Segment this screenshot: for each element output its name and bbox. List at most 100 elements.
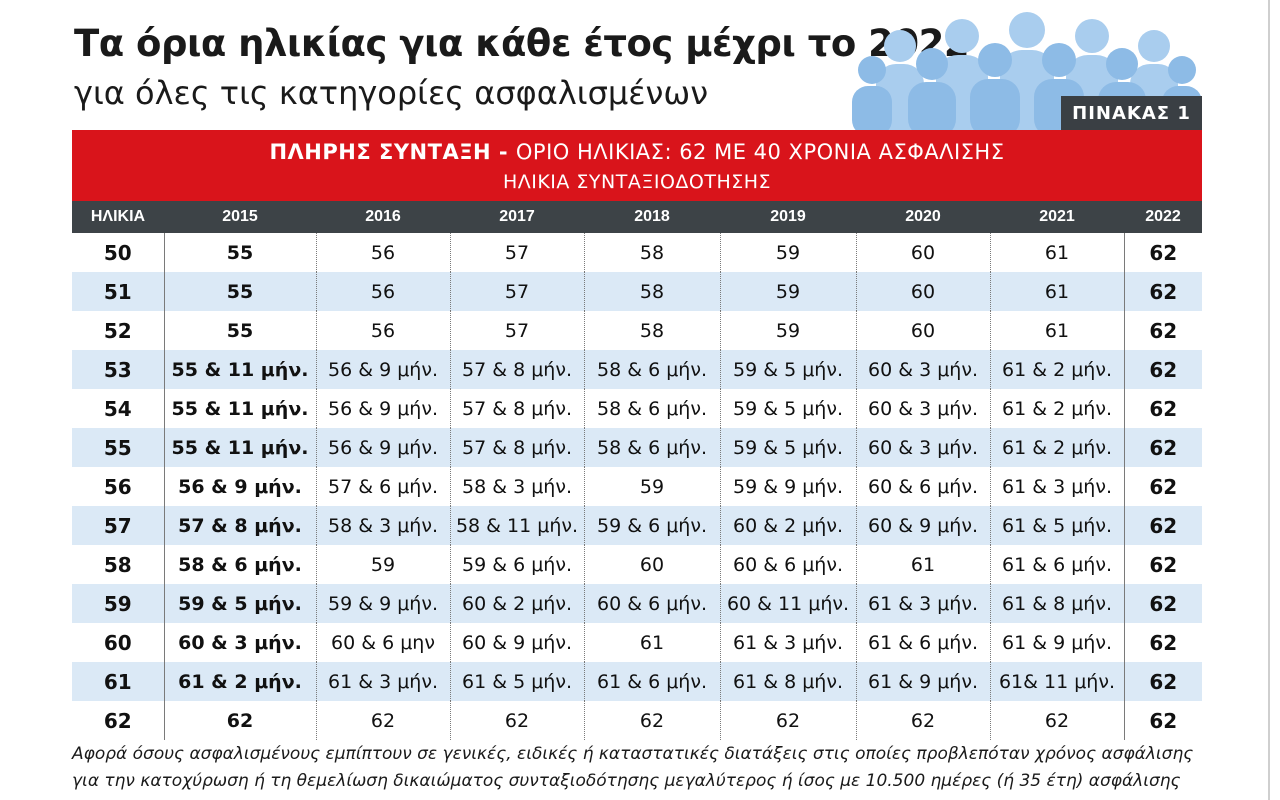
year-cell: 60 & 6 μήν. <box>856 467 991 506</box>
year-cell: 61 & 3 μήν. <box>316 662 451 701</box>
year-cell: 61 & 2 μήν. <box>990 350 1125 389</box>
year-cell: 59 & 5 μήν. <box>720 428 857 467</box>
header-year-2022: 2022 <box>1124 201 1202 233</box>
year-cell: 62 <box>1123 272 1202 311</box>
year-cell: 62 <box>1123 584 1202 623</box>
year-cell: 62 <box>1123 311 1202 350</box>
year-cell: 58 & 3 μήν. <box>450 467 585 506</box>
age-cell: 55 <box>72 428 164 467</box>
table-label: ΠΙΝΑΚΑΣ 1 <box>1061 96 1202 130</box>
header-year-2020: 2020 <box>856 201 990 233</box>
page-subtitle: για όλες τις κατηγορίες ασφαλισμένων <box>74 74 709 112</box>
year-cell: 62 <box>584 701 721 740</box>
year-cell: 57 & 8 μήν. <box>450 350 585 389</box>
year-cell: 58 & 6 μήν. <box>163 545 317 584</box>
year-cell: 58 <box>584 272 721 311</box>
table-row: 60 60 & 3 μήν. 60 & 6 μην 60 & 9 μήν. 61 61 &… <box>72 623 1202 662</box>
year-cell: 61 & 3 μήν. <box>856 584 991 623</box>
table-row: 52 55 56 57 58 59 60 61 62 <box>72 311 1202 350</box>
year-cell: 60 & 11 μήν. <box>720 584 857 623</box>
table-row: 59 59 & 5 μήν. 59 & 9 μήν. 60 & 2 μήν. 60 & … <box>72 584 1202 623</box>
year-cell: 62 <box>450 701 585 740</box>
table-banner: ΠΛΗΡΗΣ ΣΥΝΤΑΞΗ - ΟΡΙΟ ΗΛΙΚΙΑΣ: 62 ΜΕ 40 … <box>72 130 1202 201</box>
table-row: 51 55 56 57 58 59 60 61 62 <box>72 272 1202 311</box>
year-cell: 55 & 11 μήν. <box>163 350 317 389</box>
year-cell: 61 & 2 μήν. <box>990 389 1125 428</box>
year-cell: 60 <box>856 311 991 350</box>
year-cell: 59 & 5 μήν. <box>163 584 317 623</box>
year-cell: 62 <box>1123 545 1202 584</box>
year-cell: 55 & 11 μήν. <box>163 389 317 428</box>
footnote-line-2: για την κατοχύρωση ή τη θεμελίωση δικαιώ… <box>72 771 1181 791</box>
age-cell: 50 <box>103 240 132 265</box>
year-cell: 58 & 6 μήν. <box>584 428 721 467</box>
year-cell: 58 <box>584 233 721 272</box>
year-cell: 59 & 9 μήν. <box>316 584 451 623</box>
year-cell: 62 <box>990 701 1125 740</box>
table-row: 50 55 56 57 58 59 60 61 62 <box>72 233 1202 272</box>
year-cell: 57 <box>450 233 585 272</box>
table-row: 53 55 & 11 μήν. 56 & 9 μήν. 57 & 8 μήν. 58 &… <box>72 350 1202 389</box>
year-cell: 56 & 9 μήν. <box>316 428 451 467</box>
year-cell: 61 & 6 μήν. <box>856 623 991 662</box>
header-year-2019: 2019 <box>720 201 856 233</box>
table-header-row: ΗΛΙΚΙΑ 2015 2016 2017 2018 2019 2020 2021 2022 <box>72 201 1202 233</box>
year-cell: 60 & 6 μήν. <box>720 545 857 584</box>
age-cell: 51 <box>72 272 164 311</box>
year-cell: 61 & 9 μήν. <box>856 662 991 701</box>
year-cell: 57 & 8 μήν. <box>450 428 585 467</box>
year-cell: 62 <box>1123 233 1202 272</box>
table-row: 56 56 & 9 μήν. 57 & 6 μήν. 58 & 3 μήν. 59 59 … <box>72 467 1202 506</box>
year-cell: 62 <box>1123 662 1202 701</box>
header-age: ΗΛΙΚΙΑ <box>72 201 164 233</box>
banner-subheading: ΗΛΙΚΙΑ ΣΥΝΤΑΞΙΟΔΟΤΗΣΗΣ <box>502 171 772 193</box>
year-cell: 55 <box>163 272 317 311</box>
year-cell: 61 & 3 μήν. <box>990 467 1125 506</box>
year-cell: 61 & 8 μήν. <box>720 662 857 701</box>
year-cell: 60 & 3 μήν. <box>856 389 991 428</box>
table-body: 50 55 56 57 58 59 60 61 62 51 55 56 57 58 59 60 61 62 52 55… <box>72 233 1202 740</box>
year-cell: 60 & 9 μήν. <box>856 506 991 545</box>
year-cell: 61 <box>584 623 721 662</box>
header-year-2016: 2016 <box>316 201 450 233</box>
year-cell: 60 & 3 μήν. <box>163 623 317 662</box>
year-cell: 62 <box>1123 389 1202 428</box>
year-cell: 55 <box>163 233 317 272</box>
year-cell: 60 <box>584 545 721 584</box>
year-cell: 60 <box>856 272 991 311</box>
page-title: Τα όρια ηλικίας για κάθε έτος μέχρι το 2… <box>74 22 970 65</box>
banner-heading-bold: ΠΛΗΡΗΣ ΣΥΝΤΑΞΗ - <box>269 140 509 164</box>
year-cell: 56 <box>316 233 451 272</box>
year-cell: 61 & 9 μήν. <box>990 623 1125 662</box>
year-cell: 60 & 2 μήν. <box>720 506 857 545</box>
year-cell: 59 & 9 μήν. <box>720 467 857 506</box>
age-cell: 62 <box>103 708 132 733</box>
year-cell: 55 & 11 μήν. <box>163 428 317 467</box>
header-year-2017: 2017 <box>450 201 584 233</box>
age-cell: 61 <box>72 662 164 701</box>
year-cell: 62 <box>1123 623 1202 662</box>
year-cell: 60 & 6 μην <box>316 623 451 662</box>
table-row: 57 57 & 8 μήν. 58 & 3 μήν. 58 & 11 μήν. 59 &… <box>72 506 1202 545</box>
year-cell: 57 <box>450 311 585 350</box>
footnote-line-1: Αφορά όσους ασφαλισμένους εμπίπτουν σε γ… <box>72 744 1194 764</box>
table-row: 62 62 62 62 62 62 62 62 62 <box>72 701 1202 740</box>
table-row: 55 55 & 11 μήν. 56 & 9 μήν. 57 & 8 μήν. 58 &… <box>72 428 1202 467</box>
year-cell: 59 & 5 μήν. <box>720 350 857 389</box>
year-cell: 56 & 9 μήν. <box>163 467 317 506</box>
year-cell: 58 & 6 μήν. <box>584 350 721 389</box>
year-cell: 59 <box>316 545 451 584</box>
year-cell: 62 <box>1123 467 1202 506</box>
year-cell: 57 & 8 μήν. <box>450 389 585 428</box>
year-cell: 62 <box>720 701 857 740</box>
year-cell: 62 <box>316 701 451 740</box>
header-year-2021: 2021 <box>990 201 1124 233</box>
year-cell: 61& 11 μήν. <box>990 662 1125 701</box>
year-cell: 60 & 2 μήν. <box>450 584 585 623</box>
year-cell: 59 & 5 μήν. <box>720 389 857 428</box>
age-cell: 60 <box>103 630 132 655</box>
year-cell: 56 & 9 μήν. <box>316 389 451 428</box>
year-cell: 61 <box>856 545 991 584</box>
age-cell: 59 <box>72 584 164 623</box>
year-cell: 61 <box>990 272 1125 311</box>
